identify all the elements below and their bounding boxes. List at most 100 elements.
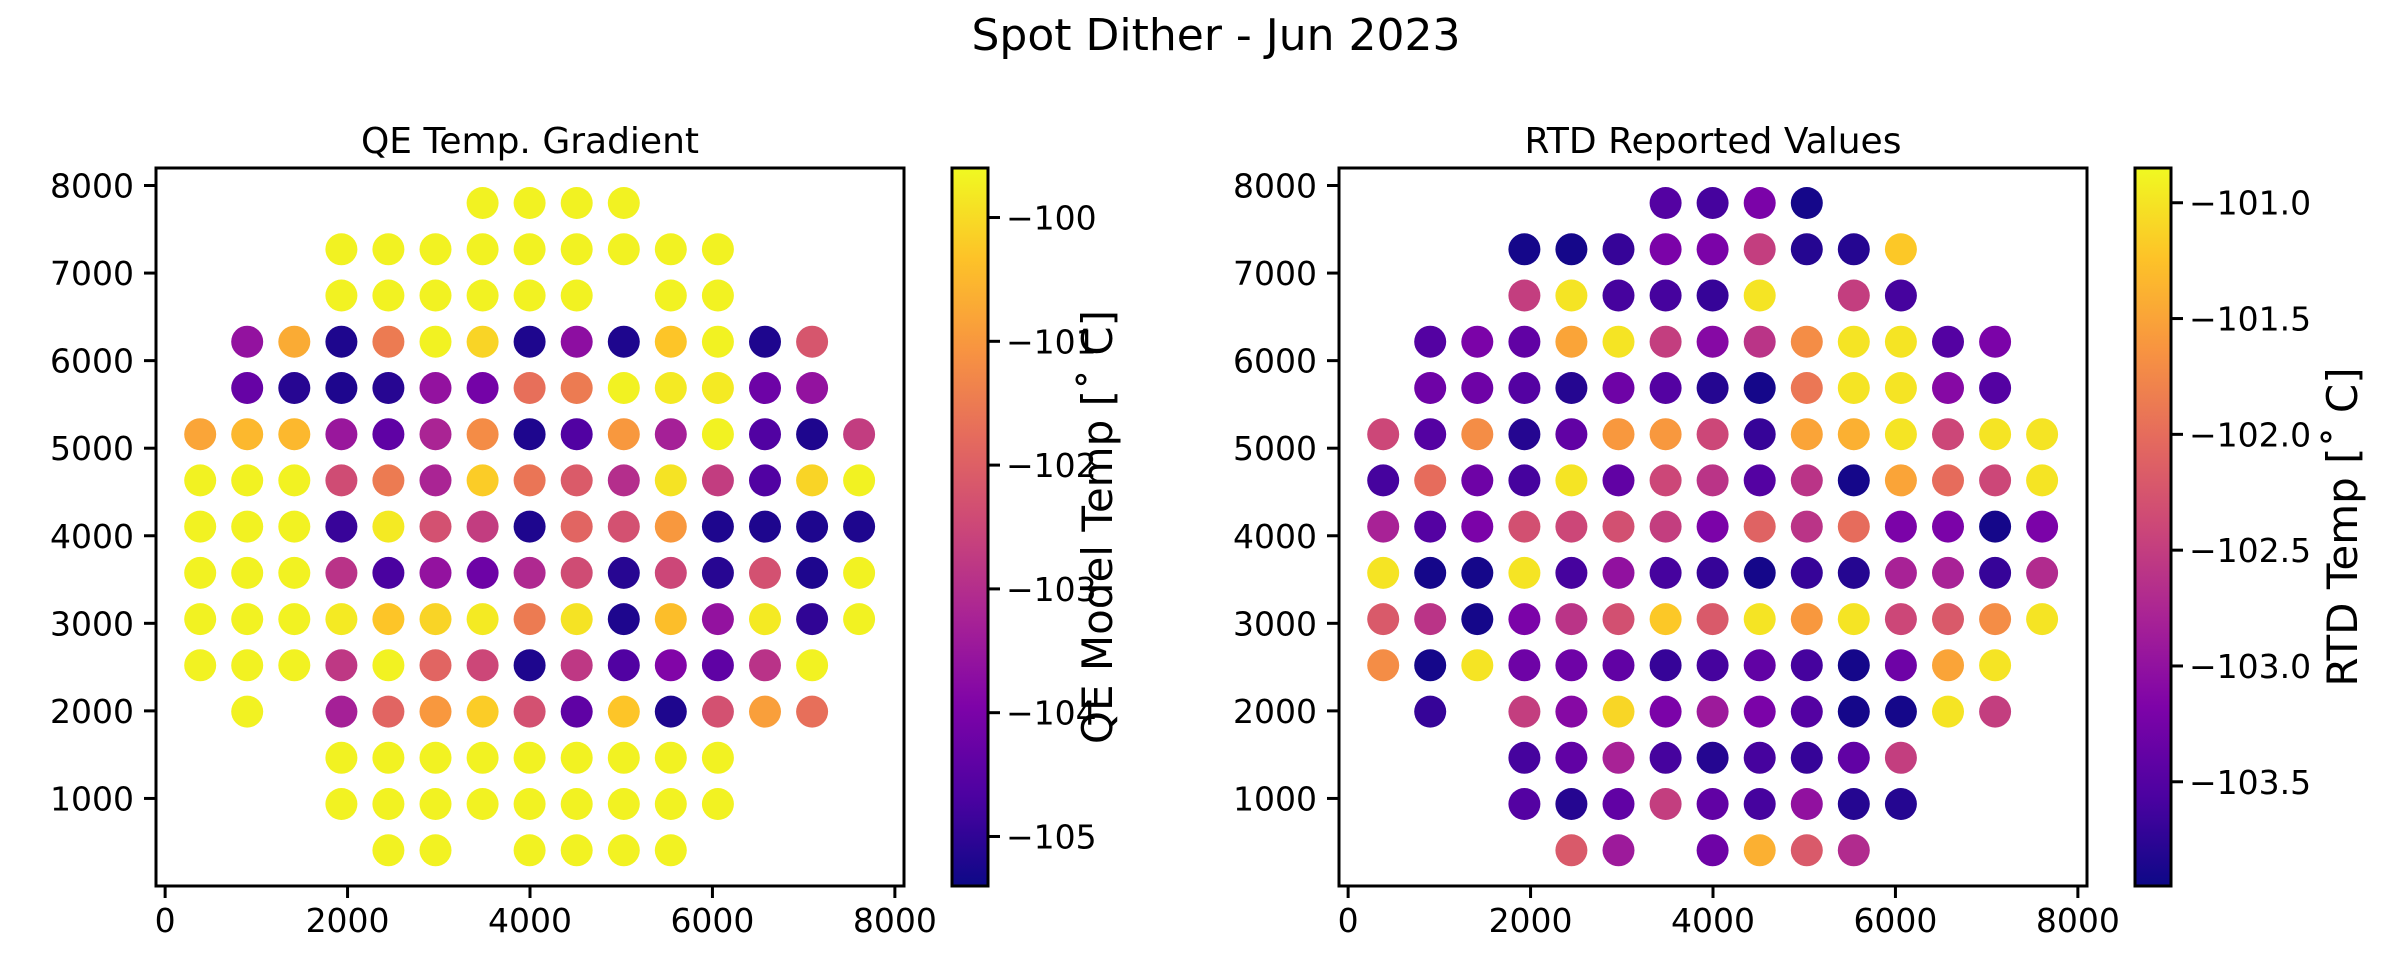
scatter-point (749, 556, 781, 589)
scatter-point (654, 233, 687, 266)
scatter-point (1837, 788, 1870, 820)
scatter-point (513, 556, 546, 589)
scatter-point (419, 788, 452, 820)
scatter-point (1932, 649, 1964, 682)
scatter-point (1932, 418, 1964, 451)
scatter-point (1696, 510, 1729, 543)
scatter-point (1696, 418, 1729, 451)
scatter-point (1743, 788, 1776, 820)
scatter-point (607, 788, 640, 820)
scatter-point (1884, 788, 1917, 820)
colorbar: −101.0 −101.5 −102.0 −102.5 −103.0 −103.5 RTD… (2133, 166, 2367, 888)
scatter-point (1790, 556, 1823, 589)
scatter-point (1979, 603, 2012, 636)
scatter-point (1696, 325, 1729, 358)
scatter-point (372, 372, 405, 404)
scatter-point (1602, 464, 1635, 497)
scatter-point (372, 603, 405, 636)
colorbar: −100 −101 −102 −103 −104 −105 QE Model Temp [… (950, 166, 1122, 888)
scatter-point (654, 556, 687, 589)
scatter-point (1649, 233, 1682, 266)
scatter-point (419, 233, 452, 266)
scatter-point (1555, 695, 1588, 728)
scatter-point (560, 556, 593, 589)
scatter-point (749, 372, 781, 404)
scatter-point (654, 464, 687, 497)
scatter-point (1649, 603, 1682, 636)
scatter-point (1602, 418, 1635, 451)
scatter-point (1884, 741, 1917, 774)
scatter-point (325, 556, 358, 589)
scatter-point (796, 510, 829, 543)
scatter-point (654, 788, 687, 820)
scatter-point (560, 510, 593, 543)
scatter-point (1696, 834, 1729, 867)
scatter-point (325, 372, 358, 404)
scatter-point (701, 464, 734, 497)
scatter-point (325, 464, 358, 497)
x-tick-label: 8000 (2036, 901, 2120, 940)
x-tick-label: 6000 (1853, 901, 1937, 940)
scatter-point (1837, 741, 1870, 774)
scatter-point (843, 464, 876, 497)
scatter-point (466, 741, 499, 774)
y-tick-label: 1000 (1233, 779, 1317, 818)
scatter-point (1602, 372, 1635, 404)
scatter-point (1461, 372, 1494, 404)
y-tick-label: 2000 (1233, 692, 1317, 731)
colorbar-tick-label: −103 (1006, 570, 1097, 609)
scatter-point (184, 510, 217, 543)
scatter-point (654, 325, 687, 358)
x-tick-label: 0 (155, 901, 176, 940)
scatter-point (372, 325, 405, 358)
scatter-point (1979, 464, 2012, 497)
scatter-point (1884, 418, 1917, 451)
scatter-point (419, 372, 452, 404)
colorbar-tick-label: −101 (1006, 322, 1097, 361)
scatter-point (607, 464, 640, 497)
scatter-point (1461, 464, 1494, 497)
colorbar-gradient (950, 166, 990, 888)
scatter-point (184, 556, 217, 589)
scatter-point (1696, 741, 1729, 774)
scatter-point (419, 510, 452, 543)
scatter-point (560, 464, 593, 497)
scatter-point (1367, 603, 1400, 636)
colorbar-ticks: −101.0 −101.5 −102.0 −102.5 −103.0 −103.5 (2171, 184, 2311, 802)
scatter-point (1367, 464, 1400, 497)
scatter-point (560, 372, 593, 404)
scatter-point (1461, 556, 1494, 589)
scatter-point (466, 418, 499, 451)
scatter-point (843, 418, 876, 451)
scatter-point (607, 233, 640, 266)
scatter-point (1508, 741, 1541, 774)
scatter-point (1461, 418, 1494, 451)
scatter-point (513, 233, 546, 266)
scatter-point (1508, 464, 1541, 497)
y-tick-label: 2000 (50, 692, 134, 731)
scatter-point (1979, 325, 2012, 358)
scatter-point (796, 372, 829, 404)
scatter-point (2026, 603, 2059, 636)
scatter-point (1649, 788, 1682, 820)
scatter-point (1837, 834, 1870, 867)
scatter-point (1696, 603, 1729, 636)
scatter-point (1932, 556, 1964, 589)
colorbar-tick-label: −100 (1006, 199, 1097, 238)
scatter-point (1649, 279, 1682, 312)
scatter-point (2026, 510, 2059, 543)
scatter-point (560, 279, 593, 312)
scatter-point (1696, 649, 1729, 682)
scatter-point (1508, 556, 1541, 589)
scatter-point (1837, 325, 1870, 358)
scatter-point (1884, 649, 1917, 682)
scatter-point (1555, 741, 1588, 774)
scatter-point (796, 325, 829, 358)
scatter-point (1837, 418, 1870, 451)
scatter-point (1649, 741, 1682, 774)
scatter-point (1461, 603, 1494, 636)
scatter-point (1932, 510, 1964, 543)
scatter-point (372, 695, 405, 728)
y-tick-label: 7000 (50, 254, 134, 293)
scatter-point (278, 510, 311, 543)
